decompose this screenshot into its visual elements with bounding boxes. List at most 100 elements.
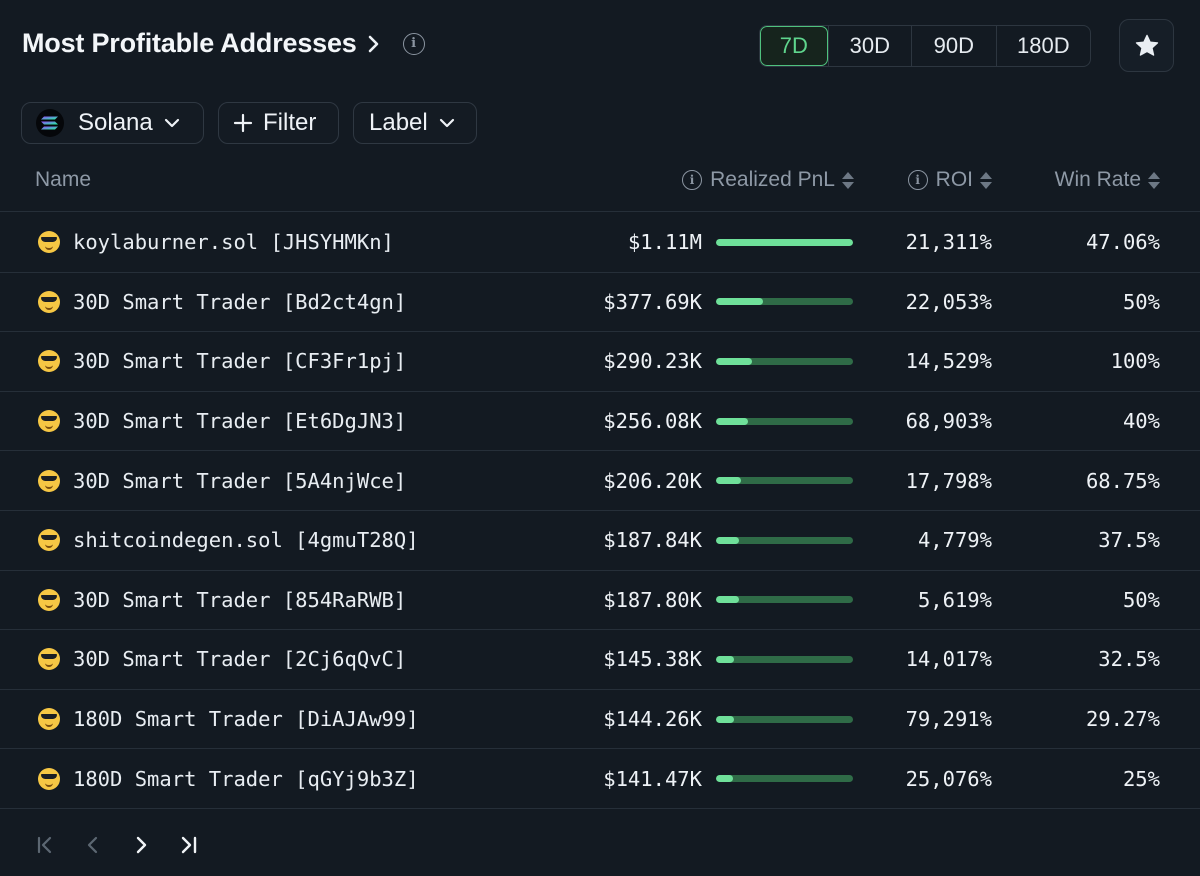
pnl-bar bbox=[716, 749, 853, 808]
sunglasses-emoji-icon bbox=[38, 648, 60, 671]
plus-icon bbox=[233, 113, 253, 133]
realized-pnl-value: $256.08K bbox=[603, 409, 702, 434]
page-title[interactable]: Most Profitable Addresses bbox=[22, 28, 357, 58]
realized-pnl-value: $144.26K bbox=[603, 707, 702, 732]
solana-logo-icon bbox=[36, 109, 64, 137]
last-page-icon[interactable] bbox=[174, 830, 204, 860]
win-rate-value: 50% bbox=[1122, 587, 1160, 612]
column-win-rate-label: Win Rate bbox=[1054, 168, 1141, 191]
star-icon bbox=[1135, 34, 1158, 56]
address-cell[interactable]: 30D Smart Trader [2Cj6qQvC] bbox=[38, 630, 406, 689]
roi-value: 14,017% bbox=[905, 647, 992, 672]
address-cell[interactable]: koylaburner.sol [JHSYHMKn] bbox=[38, 213, 394, 272]
sort-icon[interactable] bbox=[980, 171, 992, 189]
address-name[interactable]: 30D Smart Trader [CF3Fr1pj] bbox=[73, 349, 407, 374]
table-body: koylaburner.sol [JHSYHMKn] $1.11M 21,311% 4… bbox=[0, 213, 1200, 809]
table-row[interactable]: 30D Smart Trader [2Cj6qQvC] $145.38K 14,01… bbox=[0, 630, 1200, 690]
pnl-bar-fill bbox=[716, 715, 734, 723]
pnl-bar-track bbox=[716, 357, 853, 365]
realized-pnl-value: $187.80K bbox=[603, 587, 702, 612]
table-row[interactable]: shitcoindegen.sol [4gmuT28Q] $187.84K 4,77… bbox=[0, 511, 1200, 571]
address-cell[interactable]: 180D Smart Trader [DiAJAw99] bbox=[38, 690, 419, 749]
pnl-bar-track bbox=[716, 238, 853, 246]
table-row[interactable]: 180D Smart Trader [qGYj9b3Z] $141.47K 25,0… bbox=[0, 749, 1200, 809]
sunglasses-emoji-icon bbox=[38, 231, 60, 254]
pagination bbox=[30, 830, 222, 860]
info-icon[interactable]: i bbox=[907, 170, 928, 190]
chevron-down-icon bbox=[438, 117, 456, 129]
table-row[interactable]: 30D Smart Trader [CF3Fr1pj] $290.23K 14,52… bbox=[0, 332, 1200, 392]
win-rate-value: 32.5% bbox=[1098, 647, 1160, 672]
period-selector: 7D 30D 90D 180D bbox=[759, 25, 1091, 67]
period-7d-button[interactable]: 7D bbox=[760, 26, 828, 66]
sunglasses-emoji-icon bbox=[38, 767, 60, 790]
period-180d-button[interactable]: 180D bbox=[995, 26, 1090, 66]
pnl-bar bbox=[716, 511, 853, 570]
chevron-right-icon[interactable] bbox=[367, 33, 381, 55]
win-rate-value: 25% bbox=[1122, 766, 1160, 791]
column-roi-label: ROI bbox=[935, 168, 973, 191]
pnl-bar bbox=[716, 630, 853, 689]
table-row[interactable]: 180D Smart Trader [DiAJAw99] $144.26K 79,2… bbox=[0, 690, 1200, 750]
first-page-icon[interactable] bbox=[30, 830, 60, 860]
address-cell[interactable]: shitcoindegen.sol [4gmuT28Q] bbox=[38, 511, 419, 570]
sunglasses-emoji-icon bbox=[38, 290, 60, 313]
info-icon[interactable]: i bbox=[682, 170, 703, 190]
realized-pnl-value: $187.84K bbox=[603, 528, 702, 553]
address-name[interactable]: 180D Smart Trader [qGYj9b3Z] bbox=[73, 766, 419, 791]
address-cell[interactable]: 30D Smart Trader [854RaRWB] bbox=[38, 571, 406, 630]
period-90d-button[interactable]: 90D bbox=[911, 26, 995, 66]
address-cell[interactable]: 30D Smart Trader [CF3Fr1pj] bbox=[38, 332, 406, 391]
label-dropdown[interactable]: Label bbox=[353, 102, 477, 144]
address-cell[interactable]: 30D Smart Trader [Bd2ct4gn] bbox=[38, 273, 406, 332]
filter-button[interactable]: Filter bbox=[218, 102, 339, 144]
next-page-icon[interactable] bbox=[126, 830, 156, 860]
address-name[interactable]: 30D Smart Trader [Bd2ct4gn] bbox=[73, 289, 407, 314]
pnl-bar-fill bbox=[716, 596, 740, 604]
title-wrap[interactable]: Most Profitable Addresses i bbox=[22, 28, 425, 59]
info-icon[interactable]: i bbox=[402, 32, 425, 55]
header: Most Profitable Addresses i 7D 30D 90D 1… bbox=[0, 0, 1200, 92]
realized-pnl-value: $206.20K bbox=[603, 468, 702, 493]
pnl-bar bbox=[716, 392, 853, 451]
win-rate-value: 40% bbox=[1122, 409, 1160, 434]
roi-value: 5,619% bbox=[917, 587, 992, 612]
table-row[interactable]: 30D Smart Trader [5A4njWce] $206.20K 17,79… bbox=[0, 451, 1200, 511]
sunglasses-emoji-icon bbox=[38, 410, 60, 433]
pnl-bar-track bbox=[716, 298, 853, 306]
table-row[interactable]: 30D Smart Trader [854RaRWB] $187.80K 5,619… bbox=[0, 571, 1200, 631]
win-rate-value: 47.06% bbox=[1085, 230, 1160, 255]
sort-icon[interactable] bbox=[842, 171, 854, 189]
chain-dropdown[interactable]: Solana bbox=[21, 102, 204, 144]
address-name[interactable]: 30D Smart Trader [5A4njWce] bbox=[73, 468, 407, 493]
address-name[interactable]: 30D Smart Trader [2Cj6qQvC] bbox=[73, 647, 407, 672]
favorite-button[interactable] bbox=[1119, 19, 1174, 72]
pnl-bar-track bbox=[716, 655, 853, 663]
table-row[interactable]: 30D Smart Trader [Et6DgJN3] $256.08K 68,90… bbox=[0, 392, 1200, 452]
pnl-bar-fill bbox=[716, 477, 742, 485]
address-cell[interactable]: 30D Smart Trader [Et6DgJN3] bbox=[38, 392, 406, 451]
prev-page-icon[interactable] bbox=[78, 830, 108, 860]
roi-value: 68,903% bbox=[905, 409, 992, 434]
roi-value: 79,291% bbox=[905, 707, 992, 732]
pnl-bar bbox=[716, 213, 853, 272]
column-win-rate[interactable]: Win Rate bbox=[1055, 168, 1160, 192]
table-row[interactable]: koylaburner.sol [JHSYHMKn] $1.11M 21,311% 4… bbox=[0, 213, 1200, 273]
roi-value: 22,053% bbox=[905, 289, 992, 314]
filter-label: Filter bbox=[263, 109, 317, 136]
address-cell[interactable]: 180D Smart Trader [qGYj9b3Z] bbox=[38, 749, 419, 808]
roi-value: 14,529% bbox=[905, 349, 992, 374]
address-cell[interactable]: 30D Smart Trader [5A4njWce] bbox=[38, 451, 406, 510]
sort-icon[interactable] bbox=[1148, 171, 1160, 189]
address-name[interactable]: koylaburner.sol [JHSYHMKn] bbox=[73, 230, 394, 255]
address-name[interactable]: 30D Smart Trader [Et6DgJN3] bbox=[73, 409, 407, 434]
period-30d-button[interactable]: 30D bbox=[827, 26, 912, 66]
column-roi[interactable]: i ROI bbox=[907, 168, 992, 192]
column-realized-pnl[interactable]: i Realized PnL bbox=[682, 168, 854, 192]
table-row[interactable]: 30D Smart Trader [Bd2ct4gn] $377.69K 22,05… bbox=[0, 273, 1200, 333]
address-name[interactable]: 30D Smart Trader [854RaRWB] bbox=[73, 587, 407, 612]
pnl-bar bbox=[716, 332, 853, 391]
address-name[interactable]: 180D Smart Trader [DiAJAw99] bbox=[73, 707, 419, 732]
sunglasses-emoji-icon bbox=[38, 708, 60, 731]
address-name[interactable]: shitcoindegen.sol [4gmuT28Q] bbox=[73, 528, 419, 553]
